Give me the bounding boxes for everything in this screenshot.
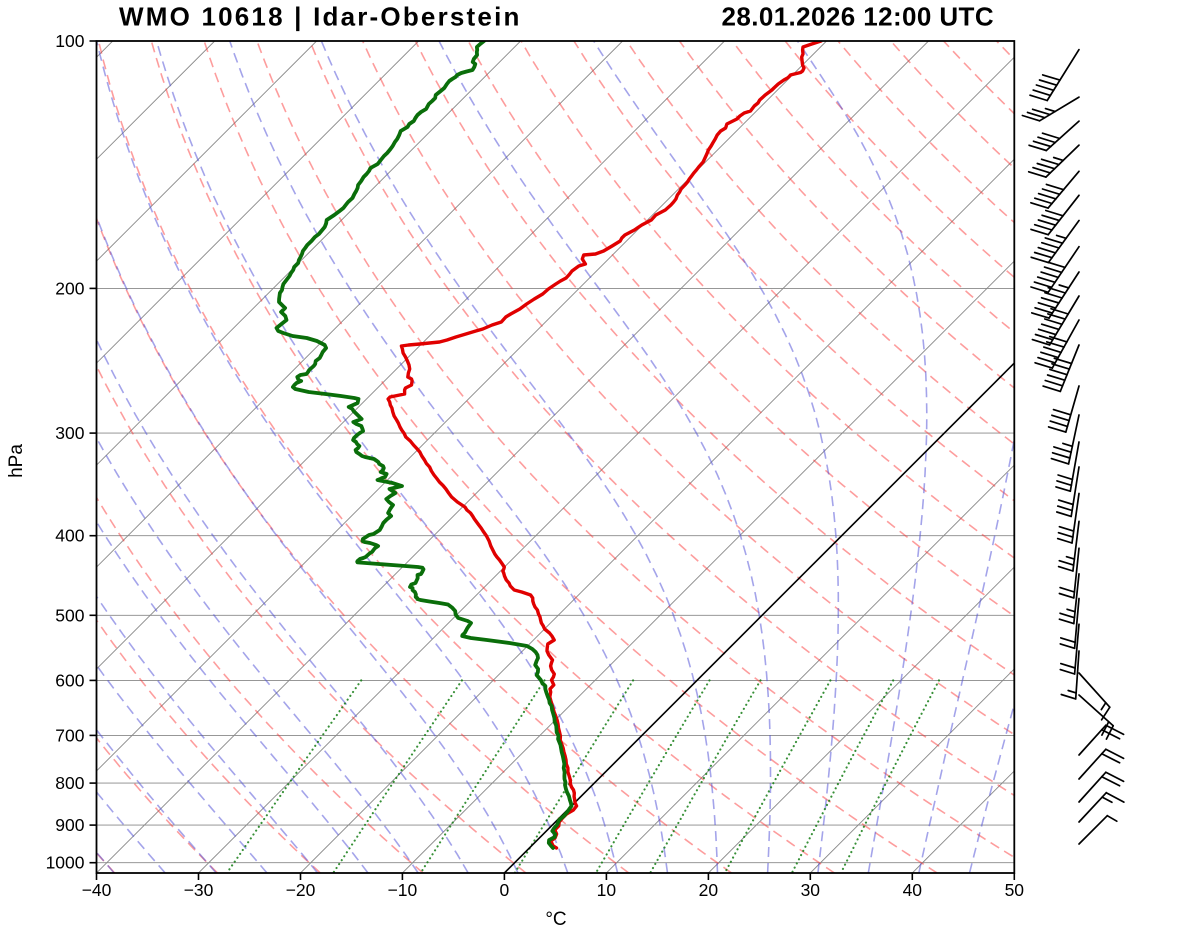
svg-text:hPa: hPa xyxy=(6,444,27,478)
svg-text:900: 900 xyxy=(55,815,84,835)
svg-text:800: 800 xyxy=(55,773,84,793)
svg-text:300: 300 xyxy=(55,423,84,443)
svg-text:500: 500 xyxy=(55,605,84,625)
svg-text:−10: −10 xyxy=(388,880,418,900)
svg-text:−20: −20 xyxy=(286,880,316,900)
svg-text:°C: °C xyxy=(545,909,566,930)
svg-text:700: 700 xyxy=(55,725,84,745)
svg-text:1000: 1000 xyxy=(46,853,85,873)
svg-text:−30: −30 xyxy=(184,880,214,900)
svg-text:WMO 10618 | Idar-Oberstein: WMO 10618 | Idar-Oberstein xyxy=(119,2,522,32)
svg-text:600: 600 xyxy=(55,670,84,690)
svg-text:0: 0 xyxy=(500,880,510,900)
svg-text:400: 400 xyxy=(55,526,84,546)
svg-text:10: 10 xyxy=(597,880,617,900)
svg-text:200: 200 xyxy=(55,278,84,298)
svg-text:40: 40 xyxy=(903,880,923,900)
svg-text:50: 50 xyxy=(1005,880,1025,900)
svg-text:28.01.2026 12:00 UTC: 28.01.2026 12:00 UTC xyxy=(721,2,994,32)
svg-text:20: 20 xyxy=(699,880,719,900)
svg-text:30: 30 xyxy=(801,880,821,900)
svg-text:100: 100 xyxy=(55,31,84,51)
svg-text:−40: −40 xyxy=(82,880,112,900)
